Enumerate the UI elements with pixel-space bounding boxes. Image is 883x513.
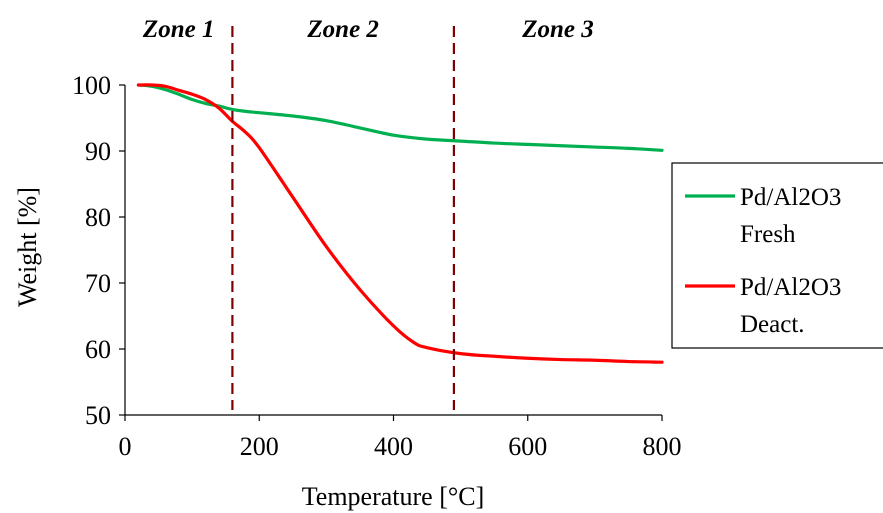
y-tick-label: 50 [85, 401, 111, 430]
zone-label-3: Zone 3 [521, 16, 594, 43]
y-tick-label: 70 [85, 269, 111, 298]
legend-label-deact-line1: Pd/Al2O3 [740, 274, 841, 301]
y-tick-label: 90 [85, 137, 111, 166]
series-layer [136, 83, 664, 364]
x-axis-title: Temperature [°C] [302, 482, 485, 511]
zone-label-1: Zone 1 [142, 16, 215, 43]
x-tick-label: 800 [643, 432, 682, 461]
x-tick-label: 600 [508, 432, 547, 461]
series-line-fresh [136, 83, 664, 152]
y-axis-title: Weight [%] [13, 187, 42, 307]
legend-label-fresh-line2: Fresh [740, 221, 796, 248]
zone-label-2: Zone 2 [306, 16, 379, 43]
y-ticks: 50 60 70 80 90 100 [72, 71, 125, 430]
x-tick-label: 0 [119, 432, 132, 461]
x-tick-label: 400 [374, 432, 413, 461]
legend-label-fresh-line1: Pd/Al2O3 [740, 184, 841, 211]
series-line-deact [136, 83, 664, 364]
y-tick-label: 100 [72, 71, 111, 100]
x-ticks: 0 200 400 600 800 [119, 415, 682, 461]
legend-box [671, 162, 883, 349]
x-tick-label: 200 [240, 432, 279, 461]
y-tick-label: 60 [85, 335, 111, 364]
zone-boundaries [231, 26, 456, 410]
legend-label-deact-line2: Deact. [740, 311, 805, 338]
y-tick-label: 80 [85, 203, 111, 232]
zone-labels: Zone 1 Zone 2 Zone 3 [142, 16, 594, 43]
legend: Pd/Al2O3 Fresh Pd/Al2O3 Deact. [671, 162, 883, 349]
